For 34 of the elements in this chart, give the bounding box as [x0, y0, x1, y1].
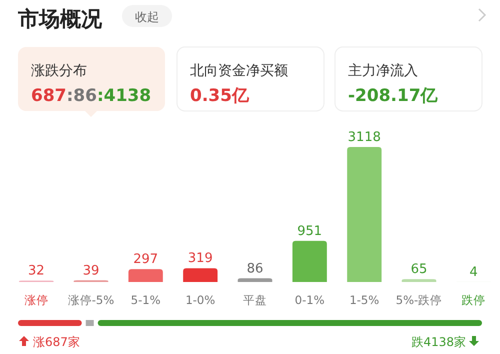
- bar: [183, 268, 218, 282]
- x-tick-label: 平盘: [243, 293, 267, 307]
- bar: [402, 279, 436, 282]
- text: 收起: [135, 10, 159, 24]
- chart-title: 市场概况: [17, 7, 103, 31]
- data-label: 32: [28, 264, 45, 279]
- x-tick-label: 涨停: [24, 293, 48, 307]
- data-label: 951: [297, 224, 322, 239]
- bar: [238, 278, 272, 282]
- text: 0.35亿: [190, 86, 250, 106]
- bar: [128, 269, 163, 282]
- x-tick-label: 5%-跌停: [396, 293, 442, 307]
- data-label: 4: [470, 264, 478, 280]
- x-tick-label: 1-0%: [185, 293, 216, 307]
- x-tick-label: 1-5%: [349, 293, 380, 307]
- text: -208.17亿: [348, 86, 439, 106]
- x-tick-label: 跌停: [462, 293, 486, 307]
- x-tick-label: 5-1%: [130, 293, 161, 307]
- data-label: 39: [82, 263, 100, 278]
- data-label: 297: [133, 252, 158, 268]
- data-label: 65: [410, 262, 428, 278]
- bar: [347, 147, 382, 282]
- data-label: 319: [188, 251, 213, 266]
- text: 北向资金净买额: [190, 63, 288, 79]
- text: 涨跌分布: [31, 63, 87, 79]
- data-label: 86: [246, 261, 264, 276]
- text: 687:86:4138: [31, 86, 152, 106]
- text: 跌4138家: [411, 335, 466, 349]
- x-tick-label: 0-1%: [294, 293, 325, 307]
- x-tick-label: 涨停-5%: [68, 293, 114, 307]
- text: 主力净流入: [348, 63, 418, 79]
- bar: [292, 240, 327, 282]
- text: 涨687家: [33, 335, 80, 349]
- data-label: 3118: [348, 130, 381, 145]
